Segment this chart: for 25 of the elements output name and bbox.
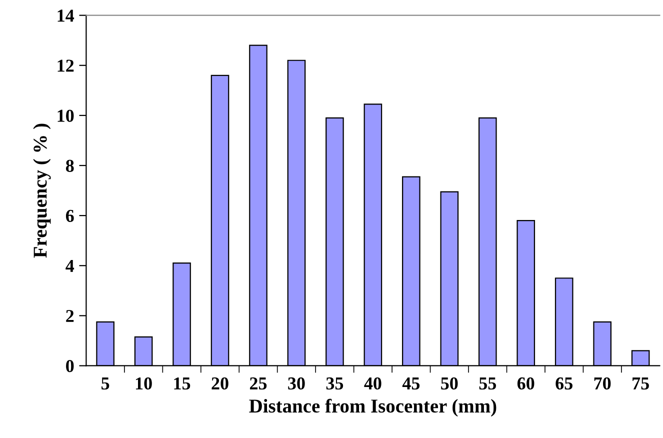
y-tick-label: 8 [66, 160, 74, 172]
y-tick-label: 0 [66, 360, 74, 372]
y-tick-label: 14 [58, 10, 74, 22]
x-tick-label: 10 [136, 377, 152, 390]
x-axis-title: Distance from Isocenter (mm) [249, 398, 496, 417]
x-tick-label: 25 [250, 377, 267, 390]
x-tick-label: 35 [326, 377, 344, 390]
y-tick-label: 6 [66, 210, 74, 222]
y-tick-label: 10 [58, 110, 74, 122]
x-tick-label: 15 [174, 377, 190, 390]
y-tick-label: 12 [58, 60, 74, 72]
x-tick-label: 30 [288, 377, 305, 390]
x-tick-label: 70 [594, 377, 611, 390]
x-tick-label: 75 [632, 378, 649, 390]
x-tick-label: 65 [556, 377, 572, 390]
x-tick-label: 5 [102, 378, 110, 390]
x-tick-label: 20 [212, 377, 228, 390]
x-tick-label: 45 [402, 377, 420, 390]
x-tick-label: 60 [517, 377, 534, 390]
y-axis-title: Frequency ( % ) [33, 124, 51, 258]
y-tick-label: 4 [66, 260, 74, 272]
x-tick-label: 55 [479, 378, 496, 390]
x-tick-label: 50 [441, 377, 458, 390]
y-tick-label: 2 [66, 310, 74, 322]
x-tick-label: 40 [364, 377, 382, 390]
